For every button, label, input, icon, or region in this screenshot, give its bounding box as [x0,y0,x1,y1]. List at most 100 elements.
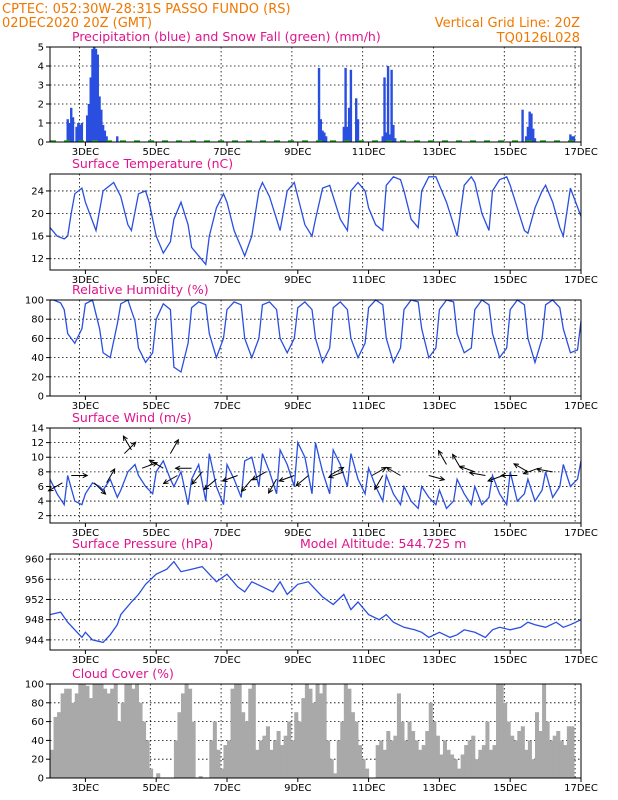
y-tick-label: 4 [38,62,44,73]
cloud-bar [319,693,324,778]
precip-bar [101,124,105,142]
cloud-bar [503,702,508,778]
y-tick-label: 4 [38,497,44,508]
cloud-bar [134,684,139,778]
y-tick-label: 2 [38,511,44,522]
y-tick-label: 10 [31,453,44,464]
cloud-bar [138,702,143,778]
precip-bar [356,119,360,142]
wind-arrow-head [251,475,258,481]
cloud-bar [297,721,302,778]
panel-title: Surface Pressure (hPa) [72,536,213,551]
cloud-bar [50,749,55,778]
wind-arrow [149,459,164,469]
wind-arrow [374,475,384,490]
cloud-bar [322,684,327,778]
wind-arrow-head [173,438,179,445]
wind-arrow-head [513,463,520,469]
pressure-line [49,560,582,644]
cloud-bar [570,726,575,778]
panel-title: Surface Temperature (nC) [72,156,233,171]
cloud-bar [184,684,189,778]
cloud-bar [432,721,437,778]
precip-bar [383,77,386,142]
cloud-bar [304,684,309,778]
precip-bar [381,136,384,142]
x-tick-label: 13DEC [423,147,457,158]
y-tick-label: 40 [31,353,44,364]
panel-cloud: 0 20 40 60 80 100 3DEC 5DEC 7DEC 9DEC 11DEC 13DEC 15… [25,666,598,794]
x-tick-label: 7DEC [213,147,240,158]
cloud-bar [241,712,246,778]
cloud-bar [414,740,419,778]
wind-arrow-head [487,477,494,482]
precip-bar [80,123,84,142]
panel-title: Precipitation (blue) and Snow Fall (gree… [72,29,381,44]
cloud-bar [53,716,58,778]
precip-bar [344,67,347,142]
wind-arrow-head [100,489,107,495]
cloud-bar [450,754,455,778]
cloud-bar [513,740,518,778]
panel-frame [49,46,582,143]
x-tick-label: 11DEC [352,528,386,539]
cloud-bar [559,740,564,778]
wind-arrow-head [295,481,302,487]
y-tick-label: 16 [31,232,44,243]
cloud-bar [393,735,398,778]
precip-bar [521,109,524,142]
x-tick-label: 13DEC [423,275,457,286]
wind-arrow [513,463,529,473]
cloud-bar [78,684,83,778]
panel-subtitle: Model Altitude: 544.725 m [300,536,466,551]
wind-arrow-head [468,470,475,477]
x-tick-label: 7DEC [213,528,240,539]
wind-arrow [163,475,178,484]
cloud-bar [467,740,472,778]
header-model-code: TQ0126L028 [496,31,580,46]
wind-arrow-head [221,477,228,482]
precip-bar [532,128,535,142]
wind-arrow-head [327,473,334,479]
cloud-bar [534,712,540,778]
y-tick-label: 80 [31,315,44,326]
wind-arrow [191,471,203,485]
cloud-bar [340,721,345,778]
x-tick-label: 5DEC [143,401,170,412]
cloud-bar [145,740,150,778]
cloud-bar [311,702,316,778]
precip-bar [569,134,572,142]
wind-arrow [169,439,179,454]
wind-arrow-head [130,441,137,448]
cloud-bar [237,684,242,778]
x-tick-label: 5DEC [143,655,170,666]
x-tick-label: 5DEC [143,147,170,158]
wind-arrow-head [500,472,506,479]
y-tick-label: 0 [38,138,44,149]
y-tick-label: 944 [25,635,44,646]
x-tick-label: 11DEC [352,147,386,158]
cloud-bar [481,745,486,778]
cloud-bar [527,740,532,778]
x-tick-label: 11DEC [352,655,386,666]
wind-arrow-head [385,466,392,472]
wind-arrow [279,475,295,482]
precip-bar [94,48,98,142]
wind-arrow [428,475,445,481]
precip-bar [349,69,353,142]
x-tick-label: 17DEC [564,147,598,158]
wind-arrow-head [191,479,197,485]
x-tick-label: 15DEC [493,655,527,666]
wind-arrow [122,435,132,451]
cloud-bar [499,684,504,778]
x-tick-label: 3DEC [72,147,99,158]
wind-arrow [487,475,504,482]
wind-line [49,440,582,510]
cloud-bar [191,721,196,778]
cloud-bar [255,749,260,778]
wind-arrow [268,478,277,494]
cloud-bar [496,684,501,778]
precip-bar [93,47,96,142]
precip-bar [85,115,89,142]
